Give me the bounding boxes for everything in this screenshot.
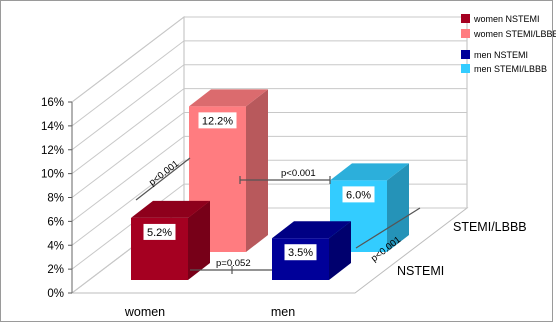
data-label-box xyxy=(143,223,176,240)
y-tick-label: 6% xyxy=(47,216,64,228)
p-value-nstemi: p=0.052 xyxy=(216,258,251,269)
bar-top xyxy=(330,163,409,181)
depth-category-label: NSTEMI xyxy=(397,264,444,278)
gridline-side xyxy=(71,64,185,151)
y-tick-label: 10% xyxy=(41,169,64,181)
gridline-side xyxy=(71,135,185,222)
legend-label: men NSTEMI xyxy=(474,50,528,60)
y-tick-label: 8% xyxy=(47,193,64,205)
legend-label: women STEMI/LBBB xyxy=(473,29,556,39)
legend-swatch xyxy=(461,29,470,38)
bracket-women xyxy=(135,157,191,201)
bar-side xyxy=(387,163,409,252)
gridline-side xyxy=(71,159,185,246)
bar-top xyxy=(272,221,351,239)
bar-top xyxy=(189,89,268,107)
data-label: 5.2% xyxy=(147,227,172,239)
legend-swatch xyxy=(461,64,470,73)
data-label-box xyxy=(198,112,237,129)
data-label-box xyxy=(284,244,317,261)
bar-side xyxy=(246,89,268,252)
x-category-label: women xyxy=(124,305,165,319)
data-label-box xyxy=(342,186,375,203)
legend-swatch xyxy=(461,14,470,23)
bar-side xyxy=(188,200,210,280)
gridline-side xyxy=(71,183,185,270)
category-labels: women men NSTEMI STEMI/LBBB xyxy=(124,220,527,319)
y-tick-label: 2% xyxy=(47,264,64,276)
gridline-side xyxy=(71,16,185,103)
bars xyxy=(131,89,409,280)
bar-side xyxy=(329,221,351,280)
legend-label: men STEMI/LBBB xyxy=(474,64,547,74)
gridline-side xyxy=(71,88,185,175)
bar-top xyxy=(131,200,210,218)
y-tick-label: 16% xyxy=(41,97,64,109)
legend-label: women NSTEMI xyxy=(473,14,540,24)
data-label: 12.2% xyxy=(202,115,233,127)
gridline-side xyxy=(71,40,185,127)
x-category-label: men xyxy=(271,305,295,319)
data-labels: 5.2% 12.2% 3.5% 6.0% xyxy=(143,112,375,261)
y-tick-label: 14% xyxy=(41,121,64,133)
p-value-stemi: p<0.001 xyxy=(281,168,316,179)
depth-category-label: STEMI/LBBB xyxy=(453,220,527,234)
y-tick-label: 0% xyxy=(47,288,64,300)
legend-swatch xyxy=(461,50,470,59)
legend: women NSTEMI women STEMI/LBBB men NSTEMI me… xyxy=(461,14,556,74)
data-label: 6.0% xyxy=(346,189,371,201)
y-tick-label: 12% xyxy=(41,145,64,157)
p-value-women: p<0.001 xyxy=(147,158,181,188)
y-axis-ticks: 0% 2% 4% 6% 8% 10% 12% 14% 16% xyxy=(41,97,73,300)
y-tick-label: 4% xyxy=(47,240,64,252)
data-label: 3.5% xyxy=(288,247,313,259)
bracket-men xyxy=(355,207,421,249)
gridline-side xyxy=(71,112,185,198)
